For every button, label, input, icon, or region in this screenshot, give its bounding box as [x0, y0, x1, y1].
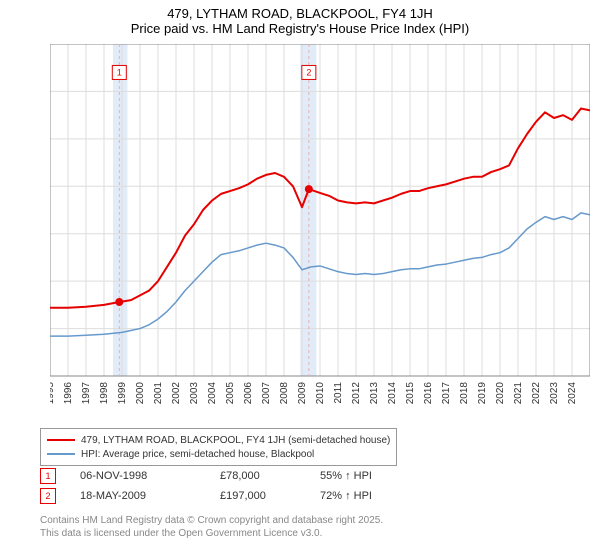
svg-text:2024: 2024: [567, 382, 578, 404]
svg-text:2012: 2012: [351, 382, 362, 404]
transaction-row: 2 18-MAY-2009£197,00072% ↑ HPI: [40, 486, 430, 506]
legend-label: HPI: Average price, semi-detached house,…: [81, 449, 314, 460]
transactions-table: 1 06-NOV-1998£78,00055% ↑ HPI 2 18-MAY-2009…: [40, 466, 430, 506]
legend-row: 479, LYTHAM ROAD, BLACKPOOL, FY4 1JH (se…: [47, 433, 390, 447]
svg-text:1997: 1997: [81, 382, 92, 404]
legend-swatch: [47, 439, 75, 441]
chart-title-block: 479, LYTHAM ROAD, BLACKPOOL, FY4 1JH Pri…: [0, 0, 600, 36]
svg-text:2009: 2009: [297, 382, 308, 404]
svg-text:2011: 2011: [333, 382, 344, 404]
svg-text:2001: 2001: [153, 382, 164, 404]
svg-text:2015: 2015: [405, 382, 416, 404]
price-chart: £0£50K£100K£150K£200K£250K£300K£350K1995…: [50, 44, 590, 404]
svg-text:1995: 1995: [50, 382, 56, 404]
svg-text:1998: 1998: [99, 382, 110, 404]
svg-text:2008: 2008: [279, 382, 290, 404]
svg-text:2005: 2005: [225, 382, 236, 404]
transaction-price: £78,000: [220, 470, 320, 482]
svg-text:2006: 2006: [243, 382, 254, 404]
svg-text:2020: 2020: [495, 382, 506, 404]
chart-legend: 479, LYTHAM ROAD, BLACKPOOL, FY4 1JH (se…: [40, 428, 397, 466]
svg-text:2002: 2002: [171, 382, 182, 404]
svg-text:2022: 2022: [531, 382, 542, 404]
svg-text:2000: 2000: [135, 382, 146, 404]
svg-text:2004: 2004: [207, 382, 218, 404]
svg-text:2010: 2010: [315, 382, 326, 404]
legend-swatch: [47, 453, 75, 455]
transaction-marker: 2: [40, 488, 56, 504]
svg-text:2: 2: [306, 67, 311, 77]
transaction-date: 18-MAY-2009: [80, 490, 220, 502]
svg-text:2023: 2023: [549, 382, 560, 404]
transaction-row: 1 06-NOV-1998£78,00055% ↑ HPI: [40, 466, 430, 486]
svg-text:2014: 2014: [387, 382, 398, 404]
svg-text:2019: 2019: [477, 382, 488, 404]
svg-text:2016: 2016: [423, 382, 434, 404]
attribution-line1: Contains HM Land Registry data © Crown c…: [40, 514, 383, 527]
transaction-pct: 72% ↑ HPI: [320, 490, 430, 502]
attribution-line2: This data is licensed under the Open Gov…: [40, 527, 383, 540]
svg-text:2021: 2021: [513, 382, 524, 404]
legend-row: HPI: Average price, semi-detached house,…: [47, 447, 390, 461]
transaction-date: 06-NOV-1998: [80, 470, 220, 482]
transaction-price: £197,000: [220, 490, 320, 502]
svg-text:2003: 2003: [189, 382, 200, 404]
transaction-marker: 1: [40, 468, 56, 484]
attribution-text: Contains HM Land Registry data © Crown c…: [40, 514, 383, 540]
svg-text:2017: 2017: [441, 382, 452, 404]
svg-text:1996: 1996: [63, 382, 74, 404]
legend-label: 479, LYTHAM ROAD, BLACKPOOL, FY4 1JH (se…: [81, 435, 390, 446]
svg-text:2007: 2007: [261, 382, 272, 404]
transaction-pct: 55% ↑ HPI: [320, 470, 430, 482]
svg-text:2013: 2013: [369, 382, 380, 404]
svg-text:1: 1: [117, 67, 122, 77]
chart-title-main: 479, LYTHAM ROAD, BLACKPOOL, FY4 1JH: [0, 6, 600, 21]
svg-text:1999: 1999: [117, 382, 128, 404]
chart-title-sub: Price paid vs. HM Land Registry's House …: [0, 21, 600, 36]
svg-text:2018: 2018: [459, 382, 470, 404]
